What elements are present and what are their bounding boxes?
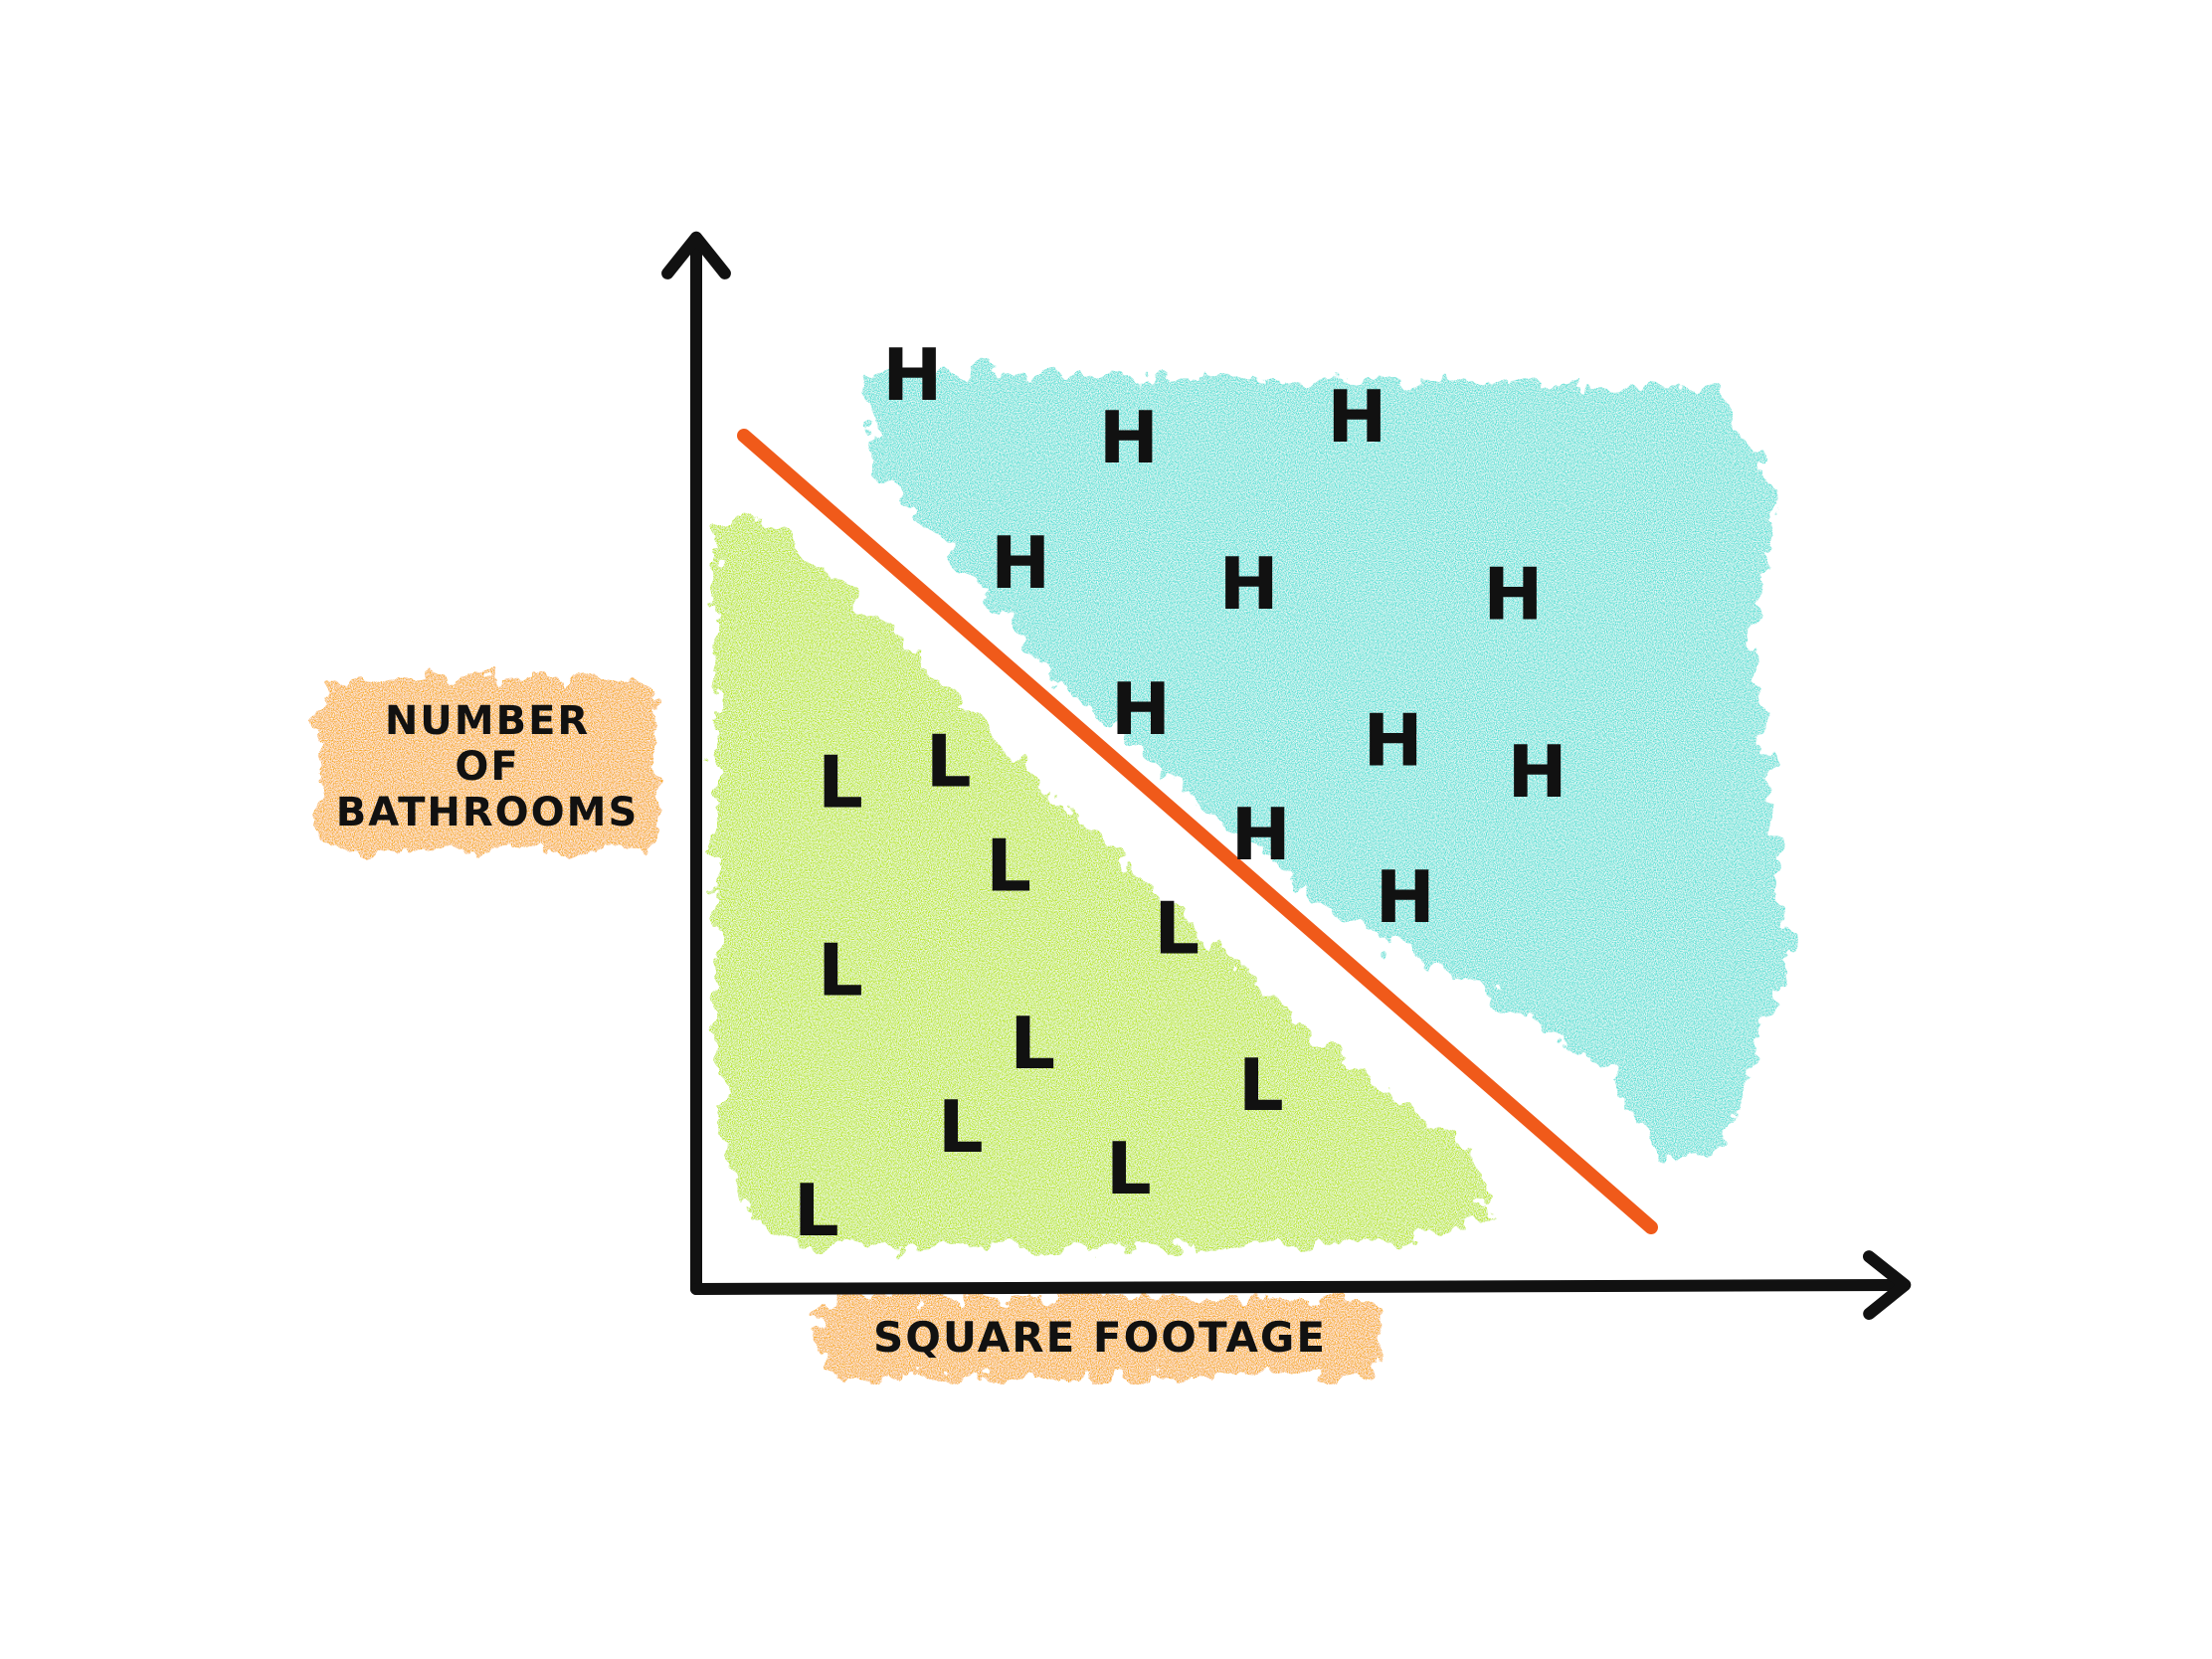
y-axis-label-line-1: NUMBER: [384, 698, 591, 744]
low-point-10: L: [1106, 1127, 1152, 1210]
high-class-region: [865, 370, 1790, 1160]
low-point-9: L: [938, 1085, 984, 1169]
high-point-11: H: [1376, 855, 1435, 939]
high-point-10: H: [1231, 793, 1291, 876]
low-point-6: L: [1010, 1002, 1055, 1085]
low-point-4: L: [1154, 887, 1199, 971]
low-point-2: L: [926, 720, 972, 804]
high-point-6: H: [1483, 553, 1543, 637]
y-axis-label-highlight: [318, 676, 656, 851]
high-point-4: H: [991, 521, 1050, 605]
low-point-5: L: [818, 929, 863, 1013]
y-axis-label-line-2: OF: [455, 744, 520, 790]
x-axis: [690, 1250, 1912, 1321]
low-point-3: L: [986, 825, 1031, 908]
high-point-9: H: [1507, 730, 1567, 814]
high-point-7: H: [1111, 667, 1171, 751]
low-point-8: L: [794, 1169, 839, 1252]
low-class-region: [714, 517, 1492, 1249]
high-point-2: H: [1099, 396, 1159, 479]
high-point-8: H: [1364, 699, 1423, 783]
y-axis-label: NUMBER OF BATHROOMS: [308, 672, 666, 861]
high-point-5: H: [1219, 542, 1279, 626]
high-region-shape: [865, 370, 1790, 1160]
high-point-3: H: [1327, 375, 1386, 459]
low-region-shape: [714, 517, 1492, 1249]
x-axis-label-highlight: [818, 1297, 1382, 1377]
low-point-1: L: [818, 741, 863, 825]
x-axis-label: SQUARE FOOTAGE: [872, 1312, 1328, 1362]
high-point-1: H: [882, 333, 942, 417]
y-axis-label-line-3: BATHROOMS: [335, 790, 640, 835]
decision-boundary-line: [737, 429, 1658, 1234]
low-point-7: L: [1238, 1043, 1284, 1127]
